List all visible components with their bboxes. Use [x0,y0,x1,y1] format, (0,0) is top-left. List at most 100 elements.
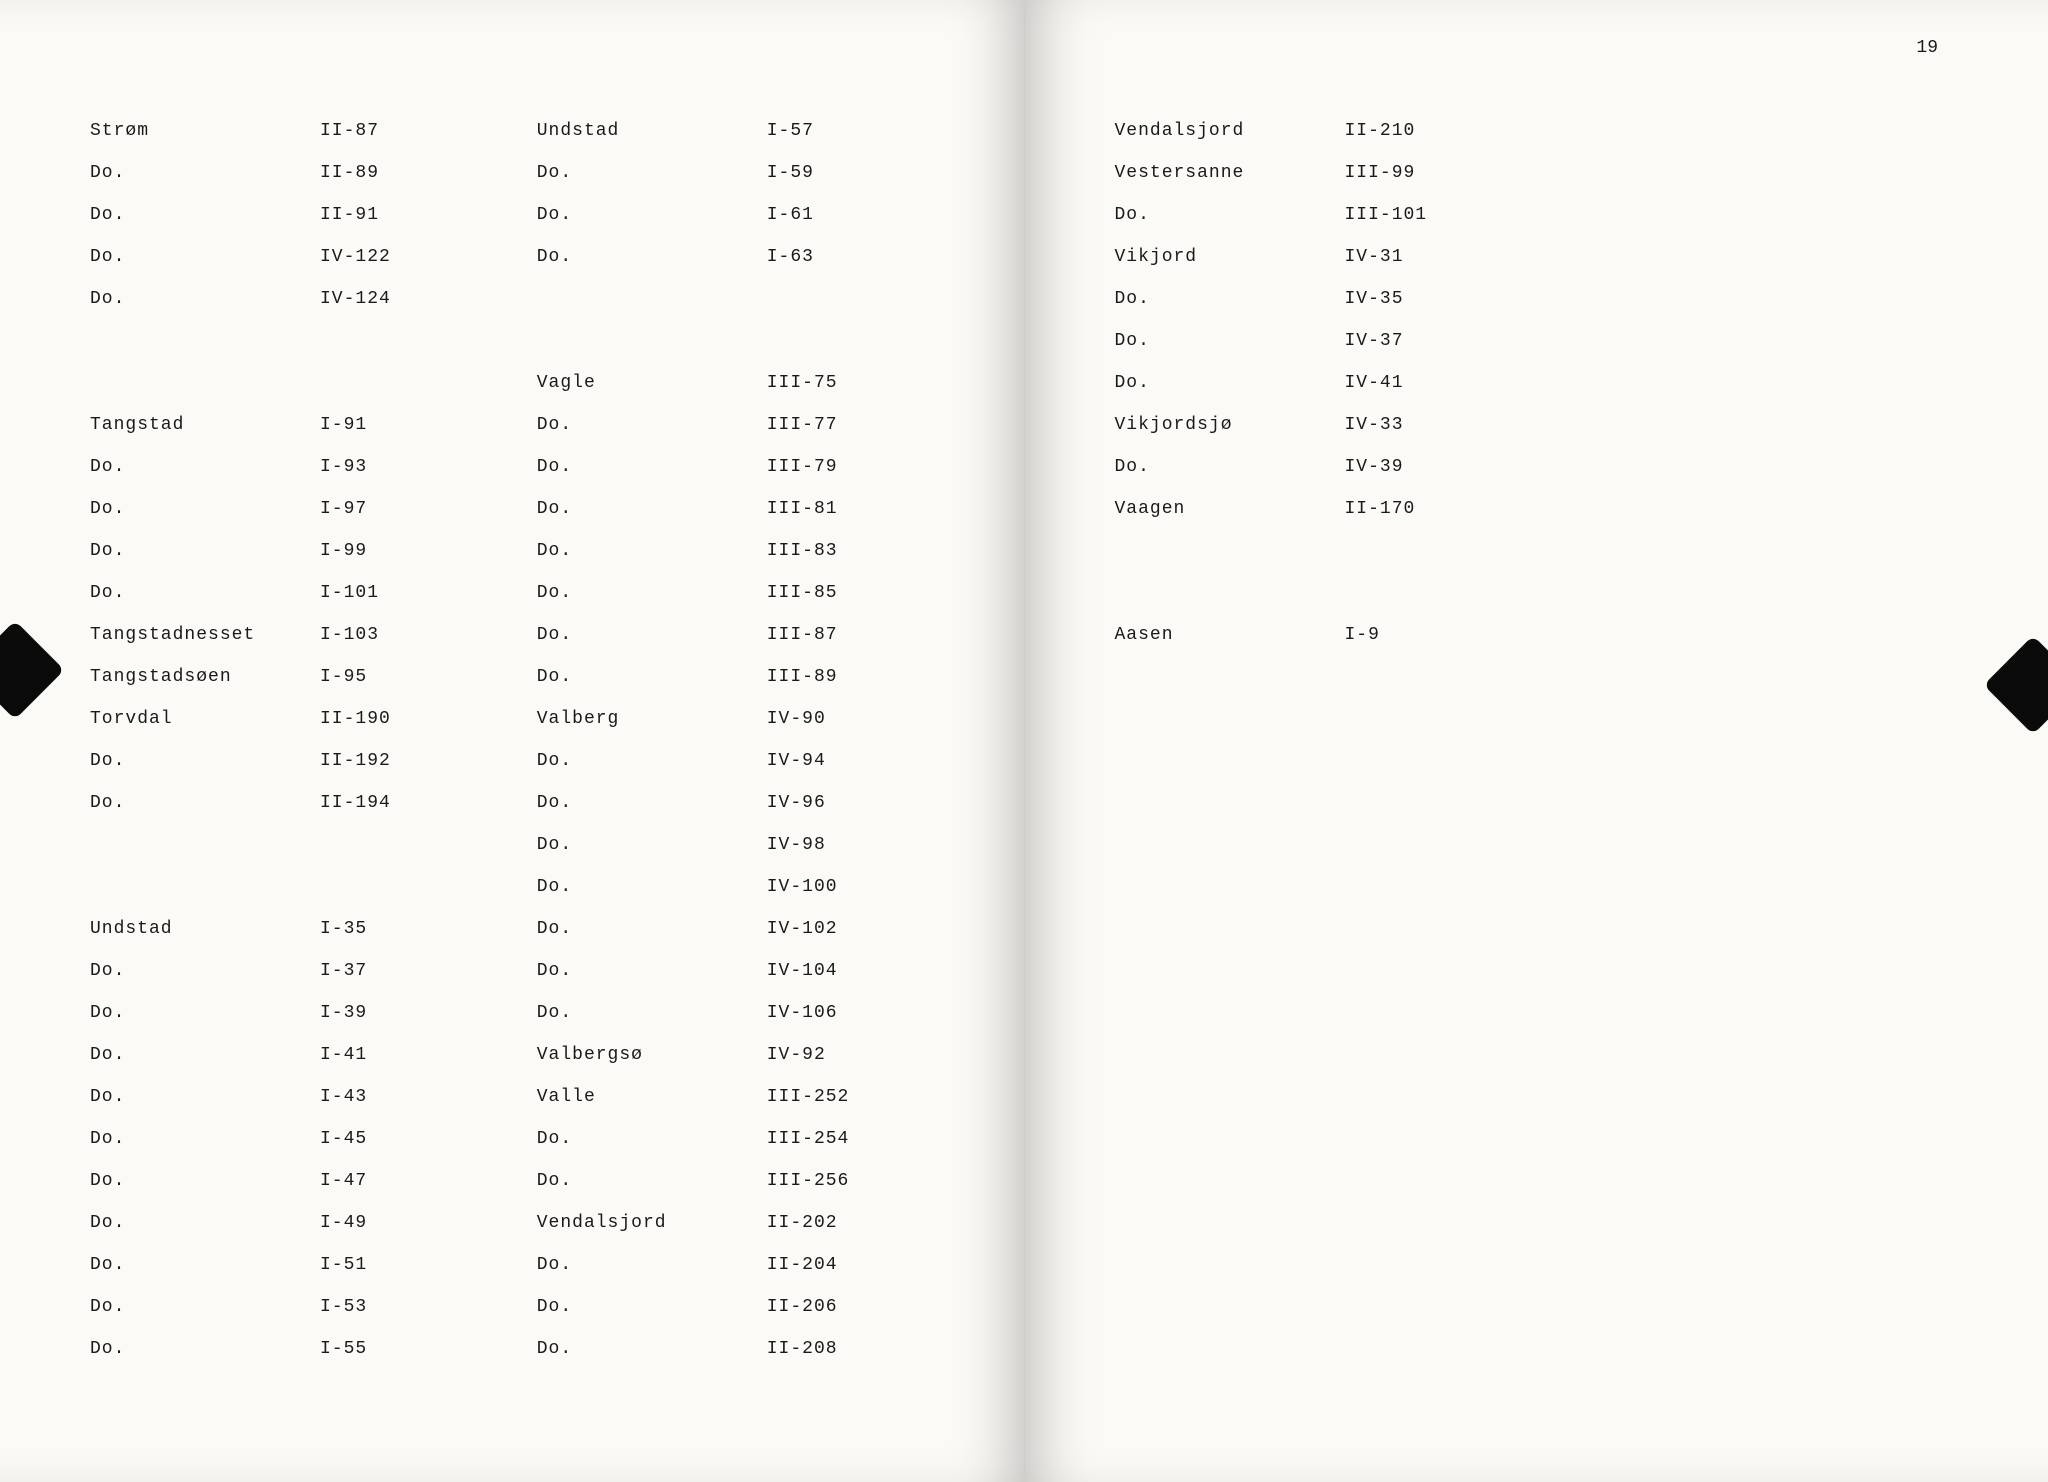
entry-name: Valle [527,1087,757,1107]
index-row: Do.III-254 [527,1118,964,1160]
index-row: TangstadsøenI-95 [80,656,517,698]
entry-ref: III-89 [757,667,887,687]
index-row: VendalsjordII-202 [527,1202,964,1244]
index-row: Do.I-43 [80,1076,517,1118]
index-row: Do.III-89 [527,656,964,698]
entry-ref: III-99 [1335,163,1465,183]
index-row: Do.I-45 [80,1118,517,1160]
entry-name: Do. [80,205,310,225]
index-row [1105,572,1542,614]
entry-name: Do. [80,1255,310,1275]
entry-ref: I-49 [310,1213,440,1233]
entry-ref: III-252 [757,1087,887,1107]
index-row: Do.III-83 [527,530,964,572]
entry-name: Tangstadnesset [80,625,310,645]
index-row: Do.III-101 [1105,194,1542,236]
entry-ref: II-190 [310,709,440,729]
index-row: VikjordIV-31 [1105,236,1542,278]
index-row [80,362,517,404]
entry-ref: I-57 [757,121,887,141]
right-col-2 [1551,110,1988,656]
index-row [80,824,517,866]
entry-name: Vendalsjord [1105,121,1335,141]
index-row: Do.I-49 [80,1202,517,1244]
entry-name: Do. [527,1003,757,1023]
entry-ref: II-87 [310,121,440,141]
entry-ref: III-83 [757,541,887,561]
index-row [527,320,964,362]
entry-ref: I-63 [757,247,887,267]
index-row: AasenI-9 [1105,614,1542,656]
entry-name: Do. [80,1339,310,1359]
entry-name: Vikjordsjø [1105,415,1335,435]
index-row: Do.I-101 [80,572,517,614]
entry-ref: I-35 [310,919,440,939]
entry-ref: I-95 [310,667,440,687]
entry-ref: II-202 [757,1213,887,1233]
entry-ref: IV-33 [1335,415,1465,435]
entry-ref: I-93 [310,457,440,477]
entry-name: Do. [527,625,757,645]
entry-ref: IV-98 [757,835,887,855]
entry-name: Do. [80,541,310,561]
index-row: Do.II-204 [527,1244,964,1286]
index-row: Do.IV-94 [527,740,964,782]
entry-ref: III-101 [1335,205,1465,225]
index-row: Do.I-61 [527,194,964,236]
entry-ref: IV-31 [1335,247,1465,267]
index-row: TangstadI-91 [80,404,517,446]
entry-name: Do. [80,961,310,981]
entry-ref: I-9 [1335,625,1465,645]
index-row: Do.II-206 [527,1286,964,1328]
index-row: Do.II-91 [80,194,517,236]
entry-ref: I-39 [310,1003,440,1023]
entry-name: Do. [527,1255,757,1275]
index-row: Do.I-59 [527,152,964,194]
entry-ref: II-208 [757,1339,887,1359]
entry-name: Valbergsø [527,1045,757,1065]
entry-name: Do. [80,1087,310,1107]
index-row: Do.IV-39 [1105,446,1542,488]
entry-name: Do. [527,205,757,225]
left-columns: StrømII-87Do.II-89Do.II-91Do.IV-122Do.IV… [80,110,964,1370]
entry-name: Do. [527,877,757,897]
entry-ref: II-194 [310,793,440,813]
binder-clip-left [0,621,64,720]
entry-name: Do. [527,1297,757,1317]
entry-ref: I-61 [757,205,887,225]
entry-name: Do. [80,751,310,771]
entry-name: Do. [80,499,310,519]
entry-name: Undstad [527,121,757,141]
index-row: Do.IV-106 [527,992,964,1034]
entry-ref: IV-39 [1335,457,1465,477]
entry-ref: I-59 [757,163,887,183]
entry-ref: IV-90 [757,709,887,729]
index-row: Do.II-89 [80,152,517,194]
index-row: VagleIII-75 [527,362,964,404]
entry-ref: I-45 [310,1129,440,1149]
index-row: Do.III-87 [527,614,964,656]
entry-ref: III-87 [757,625,887,645]
index-row: Do.II-192 [80,740,517,782]
entry-ref: I-41 [310,1045,440,1065]
index-row: Do.III-77 [527,404,964,446]
entry-name: Do. [527,415,757,435]
index-row: Do.IV-102 [527,908,964,950]
entry-name: Do. [527,247,757,267]
entry-ref: I-97 [310,499,440,519]
index-row: Do.IV-35 [1105,278,1542,320]
entry-name: Do. [527,919,757,939]
index-row: ValbergIV-90 [527,698,964,740]
entry-ref: I-55 [310,1339,440,1359]
entry-name: Vaagen [1105,499,1335,519]
left-col-1: StrømII-87Do.II-89Do.II-91Do.IV-122Do.IV… [80,110,517,1370]
entry-name: Tangstadsøen [80,667,310,687]
entry-ref: IV-106 [757,1003,887,1023]
index-row: VaagenII-170 [1105,488,1542,530]
index-row: Do.I-63 [527,236,964,278]
entry-ref: III-81 [757,499,887,519]
index-row: Do.I-53 [80,1286,517,1328]
entry-name: Vendalsjord [527,1213,757,1233]
entry-name: Vikjord [1105,247,1335,267]
entry-name: Do. [527,1171,757,1191]
